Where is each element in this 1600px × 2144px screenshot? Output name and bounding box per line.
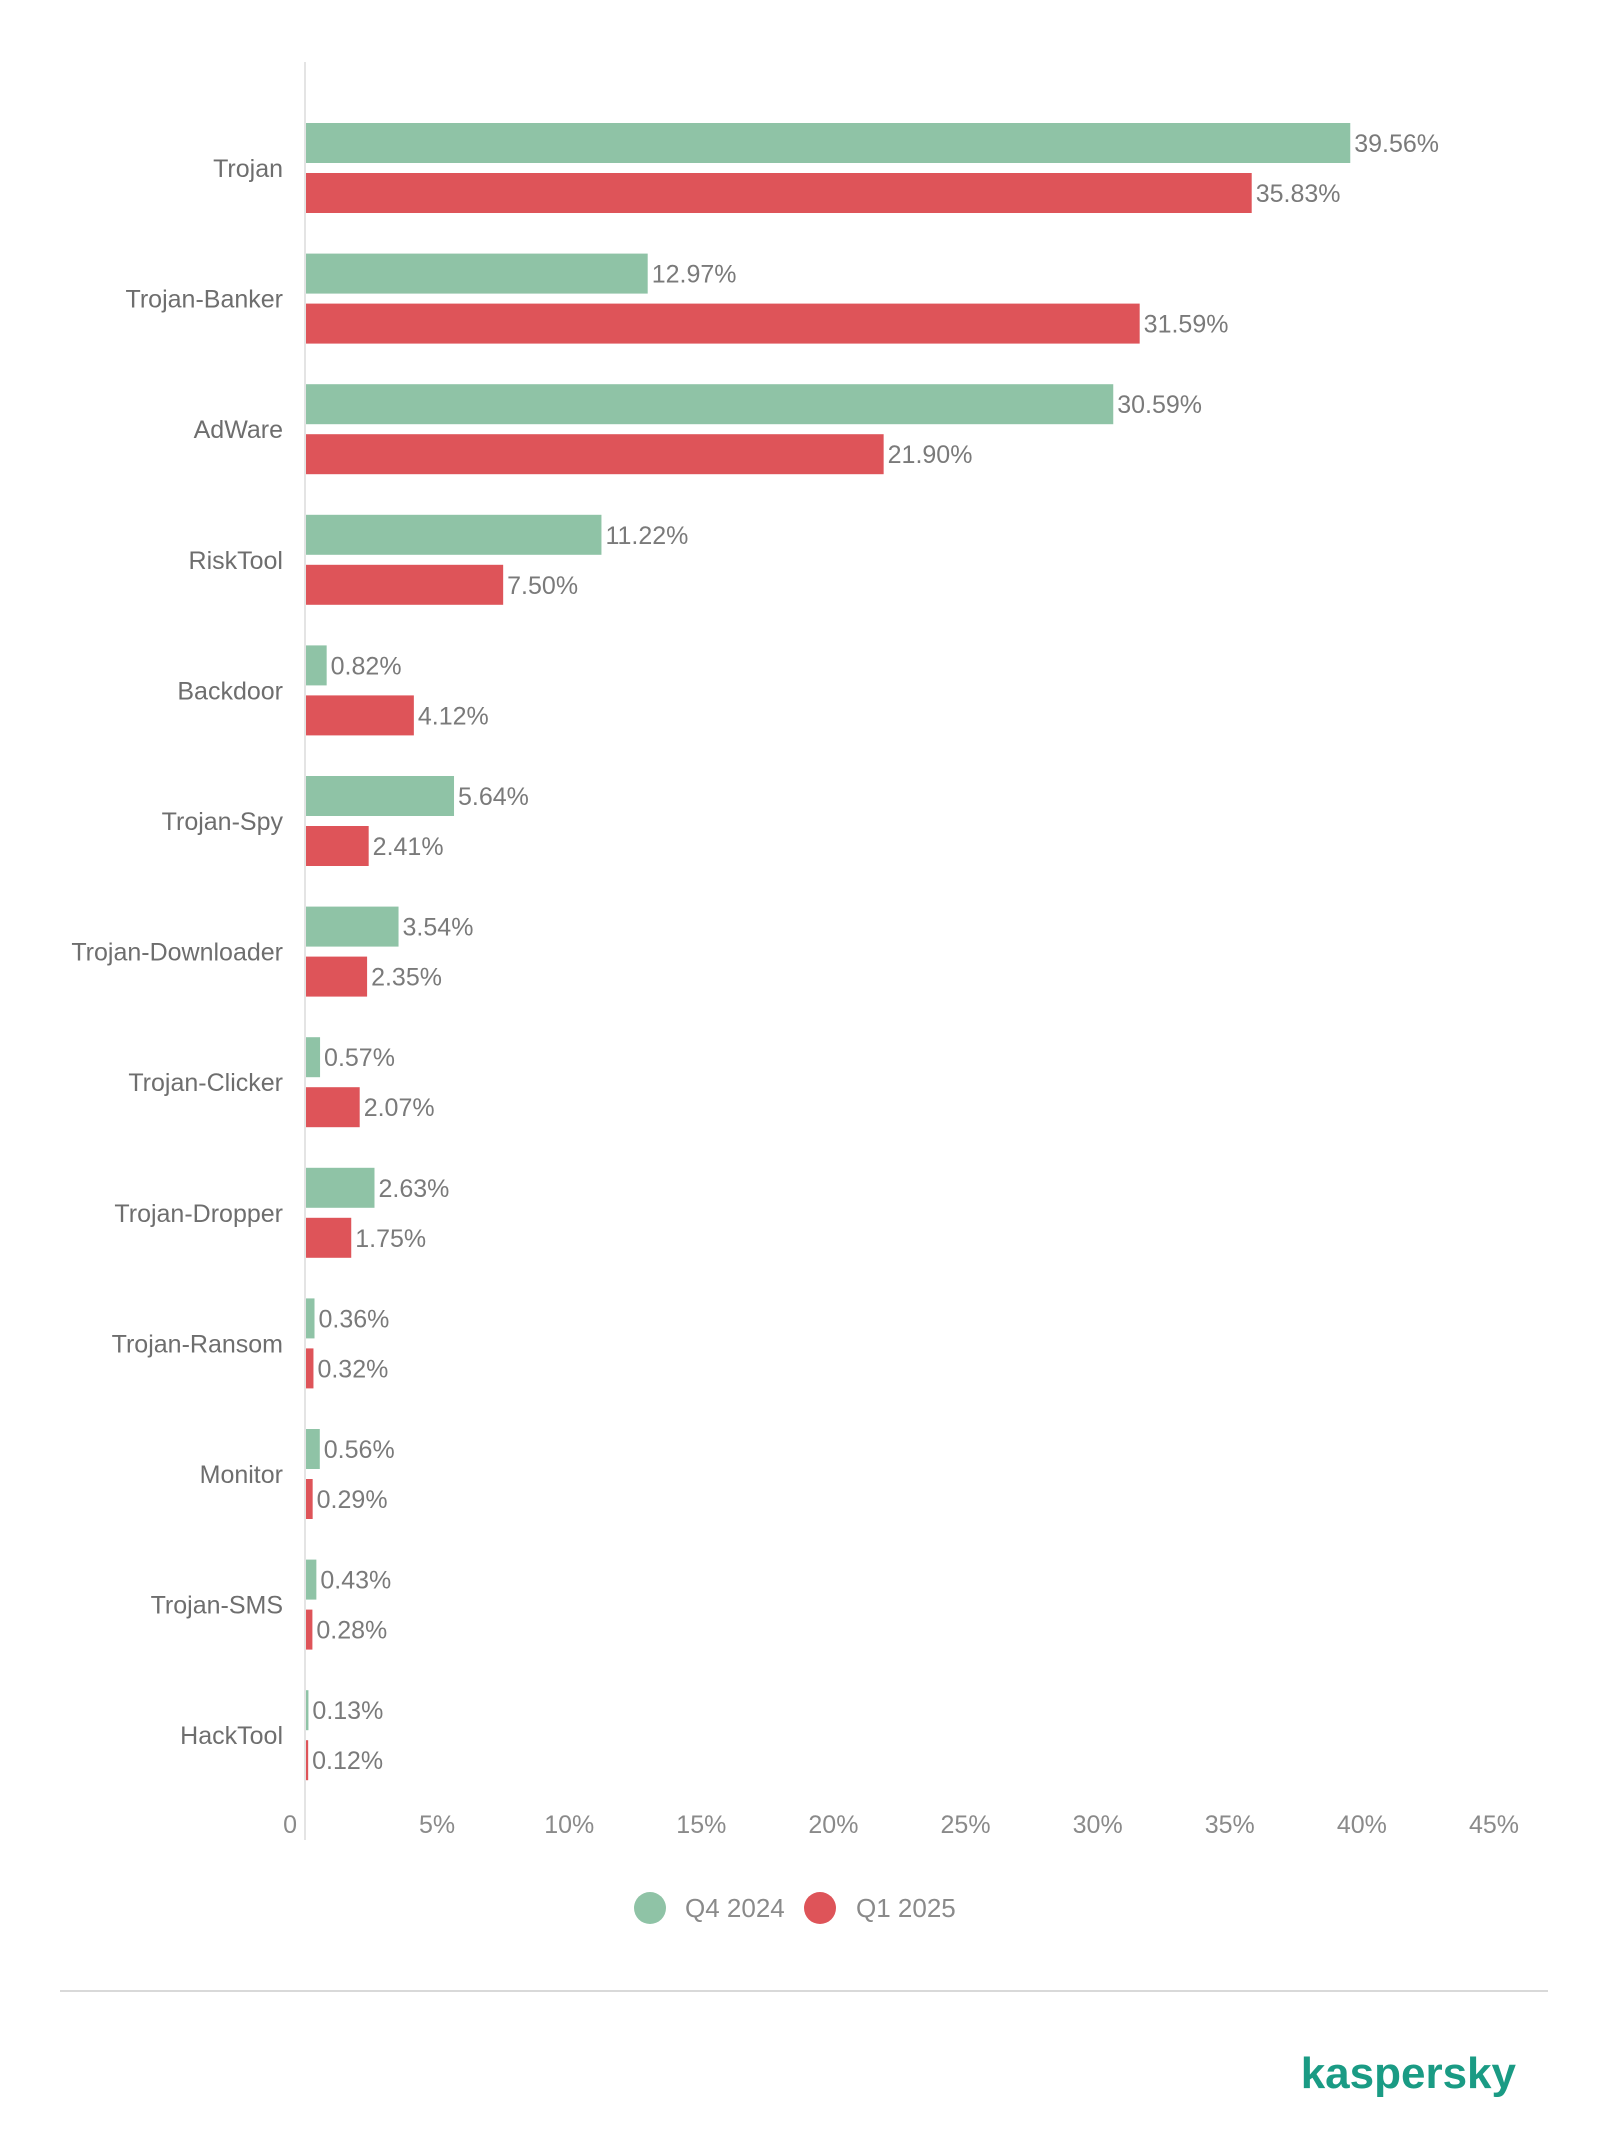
bar-q1-2025	[305, 1087, 360, 1128]
axis-group: Trojan Trojan-Banker AdWare RiskTool Backdoo…	[71, 62, 1519, 1840]
bar-q4-2024	[305, 645, 327, 686]
bar-q1-2025	[305, 173, 1252, 213]
data-label: 7.50%	[507, 572, 578, 600]
legend: Q4 2024 Q1 2025	[634, 1892, 956, 1924]
category-label: Trojan-Dropper	[114, 1200, 283, 1228]
data-label: 2.41%	[373, 833, 444, 861]
data-label: 0.28%	[316, 1617, 387, 1645]
bar-q1-2025	[305, 1217, 352, 1258]
category-label: Trojan-Clicker	[128, 1069, 283, 1097]
legend-label: Q4 2024	[685, 1893, 785, 1923]
data-label: 1.75%	[355, 1225, 426, 1253]
data-label: 12.97%	[652, 261, 737, 289]
bar-q1-2025	[305, 303, 1140, 344]
kaspersky-logo: kaspersky	[1301, 2049, 1517, 2098]
data-label: 0.56%	[324, 1436, 395, 1464]
bar-q4-2024	[305, 384, 1114, 425]
data-label: 0.43%	[320, 1567, 391, 1595]
bar-q1-2025	[305, 956, 368, 997]
bar-q4-2024	[305, 514, 602, 555]
x-tick-label: 15%	[676, 1811, 726, 1839]
x-tick-label: 35%	[1205, 1811, 1255, 1839]
data-label: 30.59%	[1117, 391, 1202, 419]
data-label: 0.57%	[324, 1044, 395, 1072]
data-label: 2.63%	[378, 1175, 449, 1203]
bar-q4-2024	[305, 1167, 375, 1208]
category-label: Trojan-Banker	[126, 286, 283, 314]
data-label: 0.36%	[319, 1305, 390, 1333]
data-label: 35.83%	[1256, 180, 1341, 208]
category-label: Trojan-SMS	[151, 1592, 283, 1620]
bar-q1-2025	[305, 1609, 313, 1650]
x-tick-label: 0	[283, 1811, 297, 1839]
bar-q1-2025	[305, 1479, 313, 1519]
bar-q4-2024	[305, 906, 399, 947]
bar-q1-2025	[305, 826, 369, 866]
data-label: 39.56%	[1354, 130, 1439, 158]
legend-swatch	[634, 1892, 666, 1924]
data-label: 3.54%	[403, 914, 474, 942]
data-label: 4.12%	[418, 702, 489, 730]
category-label: Trojan-Spy	[162, 808, 284, 836]
bar-q4-2024	[305, 123, 1351, 163]
x-tick-label: 45%	[1469, 1811, 1519, 1839]
bar-q4-2024	[305, 1690, 309, 1731]
x-tick-label: 10%	[544, 1811, 594, 1839]
category-label: Trojan-Ransom	[112, 1330, 283, 1358]
bar-q4-2024	[305, 1298, 315, 1339]
data-label: 21.90%	[888, 441, 973, 469]
data-label: 0.13%	[312, 1697, 383, 1725]
data-label: 2.07%	[364, 1094, 435, 1122]
bar-q4-2024	[305, 1429, 320, 1469]
x-tick-label: 40%	[1337, 1811, 1387, 1839]
legend-label: Q1 2025	[856, 1893, 956, 1923]
bar-q1-2025	[305, 695, 414, 736]
data-label: 0.32%	[317, 1355, 388, 1383]
x-tick-label: 25%	[941, 1811, 991, 1839]
bar-q4-2024	[305, 1559, 317, 1600]
x-tick-label: 20%	[808, 1811, 858, 1839]
data-label: 31.59%	[1144, 311, 1229, 339]
bar-q4-2024	[305, 776, 455, 816]
bar-q1-2025	[305, 564, 504, 605]
category-label: Trojan	[213, 155, 283, 183]
data-label: 2.35%	[371, 964, 442, 992]
category-label: Trojan-Downloader	[71, 939, 283, 967]
x-tick-label: 30%	[1073, 1811, 1123, 1839]
bars-group: 39.56% 35.83% 12.97% 31.59% 30.59% 21.90% 11.2…	[305, 123, 1439, 1781]
bar-q4-2024	[305, 253, 648, 294]
x-tick-label: 5%	[419, 1811, 455, 1839]
data-label: 5.64%	[458, 783, 529, 811]
category-label: Backdoor	[177, 677, 283, 705]
category-label: Monitor	[200, 1461, 283, 1489]
data-label: 0.12%	[312, 1747, 383, 1775]
legend-swatch	[804, 1892, 836, 1924]
bar-q1-2025	[305, 434, 884, 475]
bar-q4-2024	[305, 1037, 321, 1078]
category-label: AdWare	[194, 416, 283, 444]
data-label: 0.82%	[331, 652, 402, 680]
bar-q1-2025	[305, 1740, 309, 1781]
category-label: HackTool	[180, 1722, 283, 1750]
bar-q1-2025	[305, 1348, 314, 1389]
data-label: 0.29%	[317, 1486, 388, 1514]
data-label: 11.22%	[605, 522, 688, 550]
category-label: RiskTool	[189, 547, 283, 575]
